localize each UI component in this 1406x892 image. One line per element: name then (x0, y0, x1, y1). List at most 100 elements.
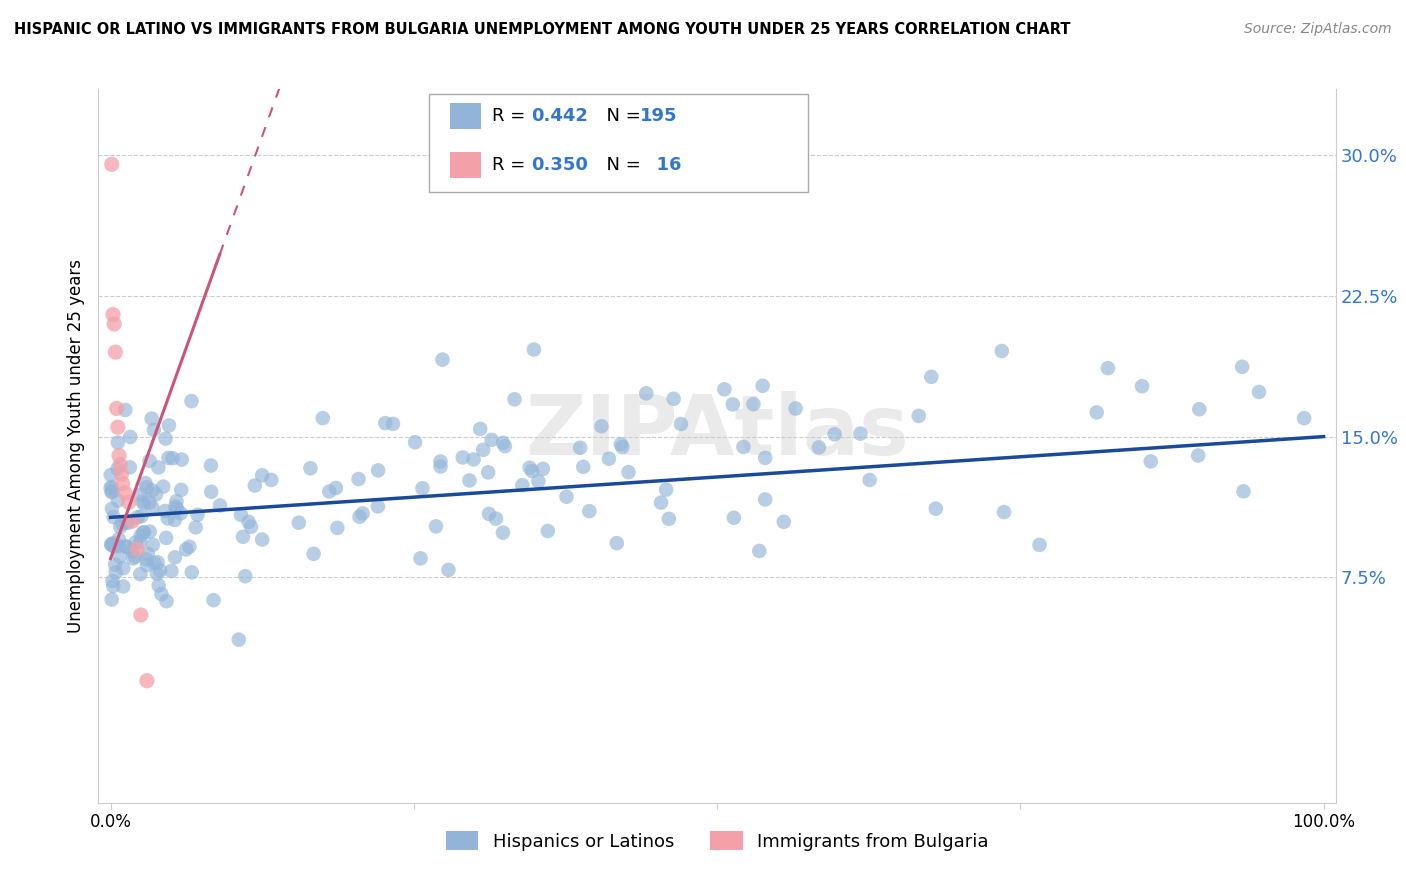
Point (127, 542, 149, 557)
Point (100, 485, 122, 500)
Point (572, 459, 595, 474)
Point (772, 515, 794, 529)
Point (591, 419, 613, 434)
Point (807, 441, 830, 455)
Point (141, 483, 163, 498)
Point (162, 451, 184, 466)
Point (111, 516, 134, 531)
Point (108, 549, 131, 564)
Point (785, 401, 807, 416)
Y-axis label: Unemployment Among Youth under 25 years: Unemployment Among Youth under 25 years (66, 259, 84, 633)
Point (238, 515, 260, 529)
Point (108, 449, 131, 463)
Point (138, 524, 160, 539)
Point (723, 510, 745, 524)
Point (107, 462, 129, 476)
Point (131, 494, 153, 508)
Point (658, 512, 681, 526)
Point (111, 476, 134, 491)
Point (1247, 384, 1270, 399)
Point (208, 499, 231, 513)
Point (138, 495, 160, 509)
Point (367, 500, 389, 514)
Point (347, 472, 370, 486)
Point (152, 480, 174, 494)
Point (1232, 484, 1254, 499)
Point (103, 510, 125, 524)
Point (155, 432, 177, 446)
Point (478, 507, 501, 521)
Point (129, 509, 152, 524)
Point (117, 516, 139, 530)
Point (105, 401, 128, 416)
Point (1230, 359, 1253, 374)
Point (437, 563, 460, 577)
Point (155, 594, 177, 608)
Point (156, 511, 179, 525)
Text: 16: 16 (644, 156, 682, 174)
Point (494, 439, 516, 453)
Point (1294, 411, 1316, 425)
Point (143, 556, 166, 570)
Point (993, 505, 1015, 519)
Point (146, 566, 169, 581)
Point (100, 592, 122, 607)
Point (250, 533, 273, 547)
Point (650, 495, 672, 509)
Point (662, 392, 685, 406)
Point (112, 561, 135, 575)
Point (107, 532, 129, 546)
Point (472, 442, 495, 457)
Point (165, 500, 187, 514)
Point (170, 483, 193, 497)
Point (617, 465, 640, 479)
Point (260, 473, 283, 487)
Point (349, 509, 371, 524)
Point (751, 378, 773, 392)
Point (202, 593, 225, 607)
Point (135, 558, 157, 573)
Text: R =: R = (492, 107, 531, 125)
Point (129, 487, 152, 501)
Text: HISPANIC OR LATINO VS IMMIGRANTS FROM BULGARIA UNEMPLOYMENT AMONG YOUTH UNDER 25: HISPANIC OR LATINO VS IMMIGRANTS FROM BU… (14, 22, 1070, 37)
Point (127, 510, 149, 524)
Point (100, 157, 122, 171)
Point (606, 536, 628, 550)
Point (135, 480, 157, 494)
Point (485, 512, 508, 526)
Point (598, 451, 620, 466)
Point (429, 454, 451, 468)
Point (404, 435, 426, 450)
Point (150, 587, 173, 601)
Point (481, 433, 503, 447)
Point (531, 462, 554, 476)
Point (569, 441, 592, 455)
Point (118, 460, 141, 475)
Text: N =: N = (595, 156, 647, 174)
Text: ZIPAtlas: ZIPAtlas (524, 392, 910, 472)
Point (382, 417, 405, 431)
Point (409, 551, 432, 566)
Point (148, 460, 170, 475)
Point (132, 496, 155, 510)
Point (118, 495, 141, 509)
Point (425, 519, 447, 533)
Point (367, 463, 389, 477)
Point (141, 411, 163, 425)
Point (325, 481, 347, 495)
Point (100, 538, 122, 552)
Point (112, 579, 135, 593)
Point (125, 535, 148, 549)
Point (170, 506, 193, 520)
Point (114, 403, 136, 417)
Point (166, 501, 188, 516)
Point (136, 673, 159, 688)
Point (432, 352, 454, 367)
Point (1085, 405, 1108, 419)
Point (110, 467, 132, 482)
Text: R =: R = (492, 156, 531, 174)
Point (146, 555, 169, 569)
Point (228, 632, 250, 647)
Point (103, 579, 125, 593)
Point (733, 440, 755, 454)
